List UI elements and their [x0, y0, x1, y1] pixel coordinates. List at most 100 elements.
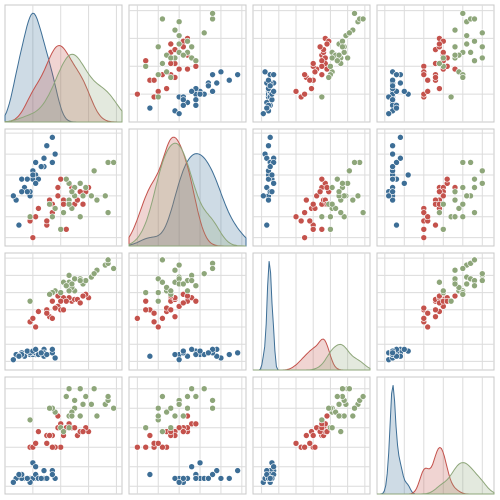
- point: [471, 282, 478, 289]
- point: [266, 134, 274, 141]
- point: [316, 43, 324, 51]
- point: [163, 85, 170, 92]
- panel: [4, 376, 123, 495]
- point: [200, 270, 208, 277]
- point: [389, 163, 396, 170]
- point: [432, 306, 439, 314]
- point: [76, 299, 84, 307]
- point: [478, 29, 486, 37]
- point: [180, 280, 187, 288]
- point: [400, 180, 408, 187]
- point: [49, 346, 56, 353]
- point: [154, 297, 162, 305]
- point: [309, 225, 317, 233]
- point: [439, 225, 447, 233]
- point: [318, 62, 326, 70]
- point: [447, 297, 455, 305]
- point: [213, 79, 221, 87]
- point: [424, 88, 432, 95]
- point: [459, 184, 467, 191]
- point: [88, 192, 95, 200]
- point: [349, 196, 357, 204]
- point: [225, 351, 233, 358]
- point: [400, 346, 408, 353]
- point: [175, 303, 183, 310]
- point: [180, 347, 187, 355]
- point: [323, 40, 331, 48]
- panel: [128, 4, 247, 123]
- point: [389, 188, 396, 195]
- point: [455, 205, 463, 212]
- point: [154, 439, 162, 447]
- point: [35, 308, 42, 315]
- point: [471, 57, 478, 65]
- panel: [128, 376, 247, 495]
- point: [175, 261, 183, 269]
- point: [60, 428, 67, 435]
- point: [167, 404, 175, 412]
- point: [400, 88, 408, 95]
- point: [49, 297, 56, 305]
- point: [159, 315, 166, 322]
- point: [23, 188, 31, 195]
- point: [318, 416, 326, 424]
- point: [49, 315, 56, 322]
- point: [146, 432, 154, 439]
- density: [128, 142, 246, 247]
- panel: [252, 128, 371, 247]
- point: [43, 309, 51, 317]
- point: [76, 180, 84, 187]
- point: [175, 32, 183, 39]
- point: [318, 93, 326, 101]
- point: [420, 234, 428, 241]
- panel-frame: [128, 128, 247, 247]
- point: [175, 18, 183, 26]
- point: [301, 90, 308, 98]
- point: [325, 74, 333, 81]
- point: [467, 49, 474, 56]
- point: [397, 79, 404, 87]
- point: [104, 209, 112, 216]
- point: [68, 412, 76, 420]
- point: [451, 26, 459, 34]
- point: [471, 209, 478, 216]
- point: [159, 393, 166, 400]
- point: [57, 175, 65, 183]
- point: [159, 278, 166, 286]
- point: [451, 43, 459, 51]
- point: [49, 443, 56, 451]
- point: [200, 29, 208, 37]
- point: [205, 349, 212, 357]
- point: [301, 209, 308, 216]
- point: [154, 43, 162, 51]
- point: [334, 57, 341, 65]
- point: [49, 471, 56, 478]
- point: [142, 443, 150, 451]
- point: [436, 188, 443, 195]
- point: [82, 184, 90, 191]
- point: [459, 290, 467, 298]
- point: [29, 315, 37, 322]
- point: [175, 40, 183, 48]
- point: [175, 478, 183, 486]
- point: [40, 467, 48, 474]
- point: [154, 93, 162, 101]
- point: [154, 323, 162, 331]
- point: [23, 175, 31, 183]
- point: [49, 159, 56, 166]
- point: [142, 62, 150, 70]
- point: [346, 385, 353, 393]
- point: [349, 412, 357, 420]
- point: [316, 188, 324, 195]
- point: [154, 289, 162, 296]
- point: [463, 280, 471, 288]
- panel: [4, 128, 123, 247]
- point: [397, 134, 404, 141]
- point: [37, 163, 45, 170]
- point: [192, 282, 200, 289]
- point: [334, 393, 341, 400]
- point: [205, 82, 212, 90]
- point: [263, 154, 271, 162]
- point: [217, 68, 225, 76]
- point: [346, 29, 353, 37]
